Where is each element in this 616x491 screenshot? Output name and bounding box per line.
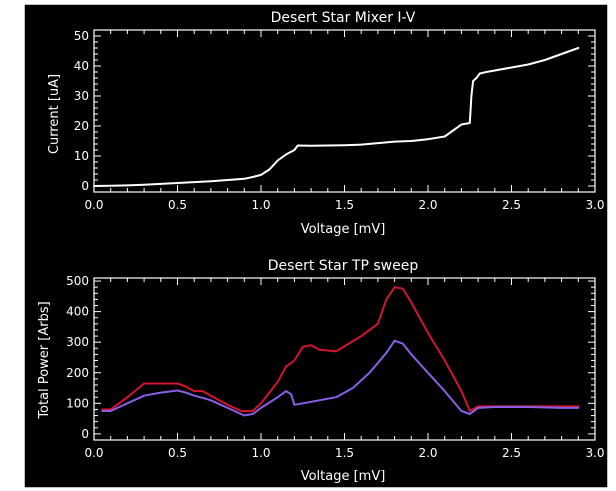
tp-y-axis-label: Total Power [Arbs] [37, 301, 52, 419]
iv-y-tick-label: 50 [74, 29, 89, 43]
iv-y-tick-label: 20 [74, 119, 89, 133]
tp-y-tick-label: 100 [66, 396, 89, 410]
tp-x-tick-label: 0.0 [84, 446, 103, 460]
iv-chart-title: Desert Star Mixer I-V [271, 10, 416, 26]
iv-series-line-1 [93, 47, 580, 187]
tp-y-tick-label: 400 [66, 305, 89, 319]
iv-x-axis-label: Voltage [mV] [301, 222, 386, 237]
tp-chart-title: Desert Star TP sweep [268, 258, 419, 274]
tp-y-tick-label: 200 [66, 366, 89, 380]
iv-y-tick-label: 40 [74, 59, 89, 73]
tp-x-tick-label: 2.5 [502, 446, 521, 460]
iv-x-tick-label: 1.0 [251, 198, 270, 212]
iv-y-tick-label: 30 [74, 89, 89, 103]
iv-x-tick-label: 2.5 [502, 198, 521, 212]
tp-series-line-1 [101, 286, 580, 412]
iv-y-axis-label: Current [uA] [47, 74, 62, 154]
iv-y-tick-label: 0 [81, 179, 89, 193]
iv-x-tick-label: 0.0 [84, 198, 103, 212]
tp-x-tick-label: 2.0 [418, 446, 437, 460]
tp-y-tick-label: 0 [81, 427, 89, 441]
iv-x-tick-label: 0.5 [168, 198, 187, 212]
tp-y-tick-label: 300 [66, 335, 89, 349]
tp-x-tick-label: 0.5 [168, 446, 187, 460]
tp-series-line-2 [101, 339, 580, 417]
plot-background [23, 3, 609, 489]
tp-chart-panel: Desert Star TP sweep Voltage [mV] Total … [37, 258, 605, 484]
iv-chart-panel: Desert Star Mixer I-V Voltage [mV] Curre… [47, 10, 605, 237]
tp-y-tick-label: 500 [66, 274, 89, 288]
tp-x-tick-label: 1.5 [335, 446, 354, 460]
tp-x-tick-label: 3.0 [585, 446, 604, 460]
iv-y-tick-label: 10 [74, 149, 89, 163]
tp-x-axis-label: Voltage [mV] [301, 469, 386, 484]
iv-x-tick-label: 1.5 [335, 198, 354, 212]
tp-x-tick-label: 1.0 [251, 446, 270, 460]
iv-x-tick-label: 3.0 [585, 198, 604, 212]
iv-x-tick-label: 2.0 [418, 198, 437, 212]
